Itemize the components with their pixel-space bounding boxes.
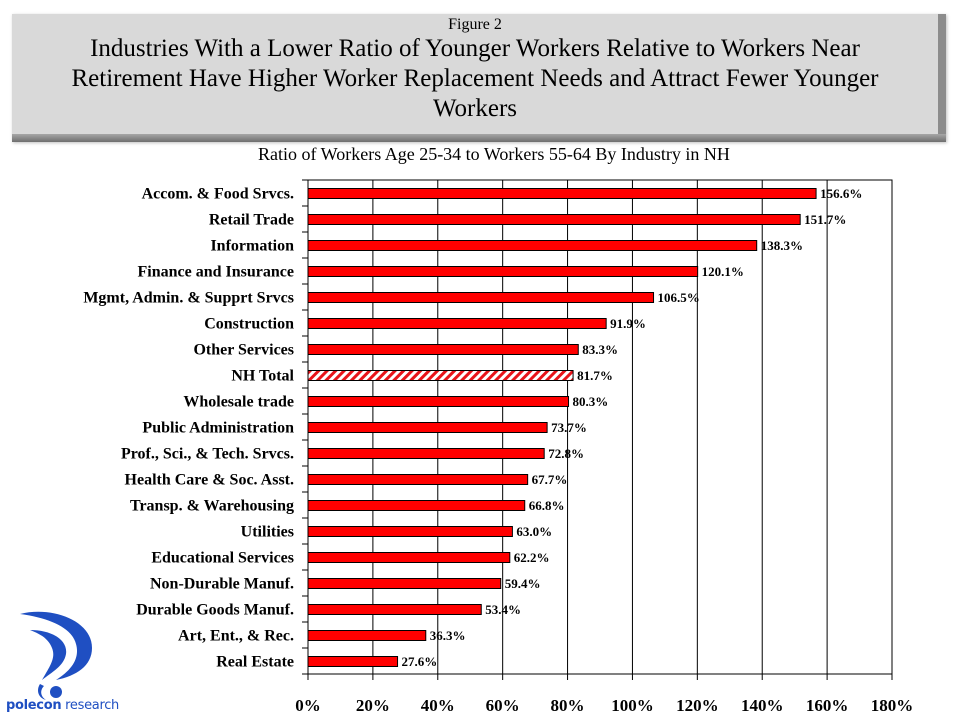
bar [307,578,502,589]
data-label: 36.3% [430,628,466,643]
data-label: 156.6% [820,186,862,201]
category-label: Wholesale trade [183,394,294,411]
bar [307,448,545,459]
data-label: 106.5% [658,290,700,305]
logo-text: polecon research [6,698,119,713]
x-tick-label: 0% [295,696,321,715]
category-label: Utilities [241,524,294,541]
category-label: Information [210,238,294,255]
plot-frame [307,179,893,675]
data-label: 53.4% [485,602,521,617]
category-label: Durable Goods Manuf. [136,602,294,619]
data-label: 138.3% [761,238,803,253]
category-label: Non-Durable Manuf. [150,576,294,593]
data-label: 81.7% [577,368,613,383]
gridlines [372,180,828,674]
bar [307,526,513,537]
category-label: Health Care & Soc. Asst. [125,472,294,489]
bar [307,344,579,355]
x-tick-label: 20% [356,696,390,715]
figure-label: Figure 2 [448,16,502,33]
category-label: Accom. & Food Srvcs. [142,186,294,203]
category-label: NH Total [231,368,294,385]
data-label: 63.0% [516,524,552,539]
data-label: 80.3% [573,394,609,409]
bar [307,240,758,251]
bar [307,630,427,641]
bar [307,214,801,225]
category-label: Public Administration [142,420,294,437]
bar [307,500,526,511]
bar [307,318,607,329]
data-label: 27.6% [402,654,438,669]
bar [307,656,399,667]
bar-highlighted [307,370,574,381]
data-label: 66.8% [529,498,565,513]
category-label: Retail Trade [209,212,294,229]
category-label: Real Estate [216,654,294,671]
bar [307,266,699,277]
bar [307,552,511,563]
figure-title: Industries With a Lower Ratio of Younger… [71,35,879,122]
data-label: 72.8% [548,446,584,461]
x-tick-label: 60% [486,696,520,715]
data-label: 83.3% [582,342,618,357]
x-tick-label: 140% [741,696,784,715]
labels: 0% 20% 40% 60% 80% 100% 120% 140% 160% 180% Accom.… [83,186,913,716]
bar [307,604,482,615]
data-label: 91.9% [610,316,646,331]
x-tick-label: 120% [676,696,719,715]
category-label: Art, Ent., & Rec. [178,628,294,645]
axes [302,179,893,680]
x-tick-label: 180% [871,696,914,715]
category-label: Other Services [193,342,294,359]
data-label: 62.2% [514,550,550,565]
bar [307,292,655,303]
data-label: 73.7% [551,420,587,435]
bar [307,422,548,433]
title-banner: Figure 2 Industries With a Lower Ratio o… [12,14,946,142]
category-label: Finance and Insurance [138,264,294,281]
data-label: 151.7% [804,212,846,227]
bar [307,474,529,485]
x-tick-label: 160% [806,696,849,715]
category-label: Mgmt, Admin. & Supprt Srvcs [83,290,294,307]
bars [307,188,817,667]
bar [307,396,570,407]
data-label: 67.7% [532,472,568,487]
x-tick-label: 40% [421,696,455,715]
chart-title: Ratio of Workers Age 25-34 to Workers 55… [258,144,730,164]
bar [307,188,817,199]
category-label: Educational Services [151,550,294,567]
polecon-logo-icon [20,611,92,700]
x-tick-label: 100% [611,696,654,715]
category-label: Prof., Sci., & Tech. Srvcs. [121,446,294,463]
data-label: 120.1% [702,264,744,279]
category-label: Construction [204,316,294,333]
data-label: 59.4% [505,576,541,591]
x-tick-label: 80% [551,696,585,715]
category-label: Transp. & Warehousing [130,498,294,515]
